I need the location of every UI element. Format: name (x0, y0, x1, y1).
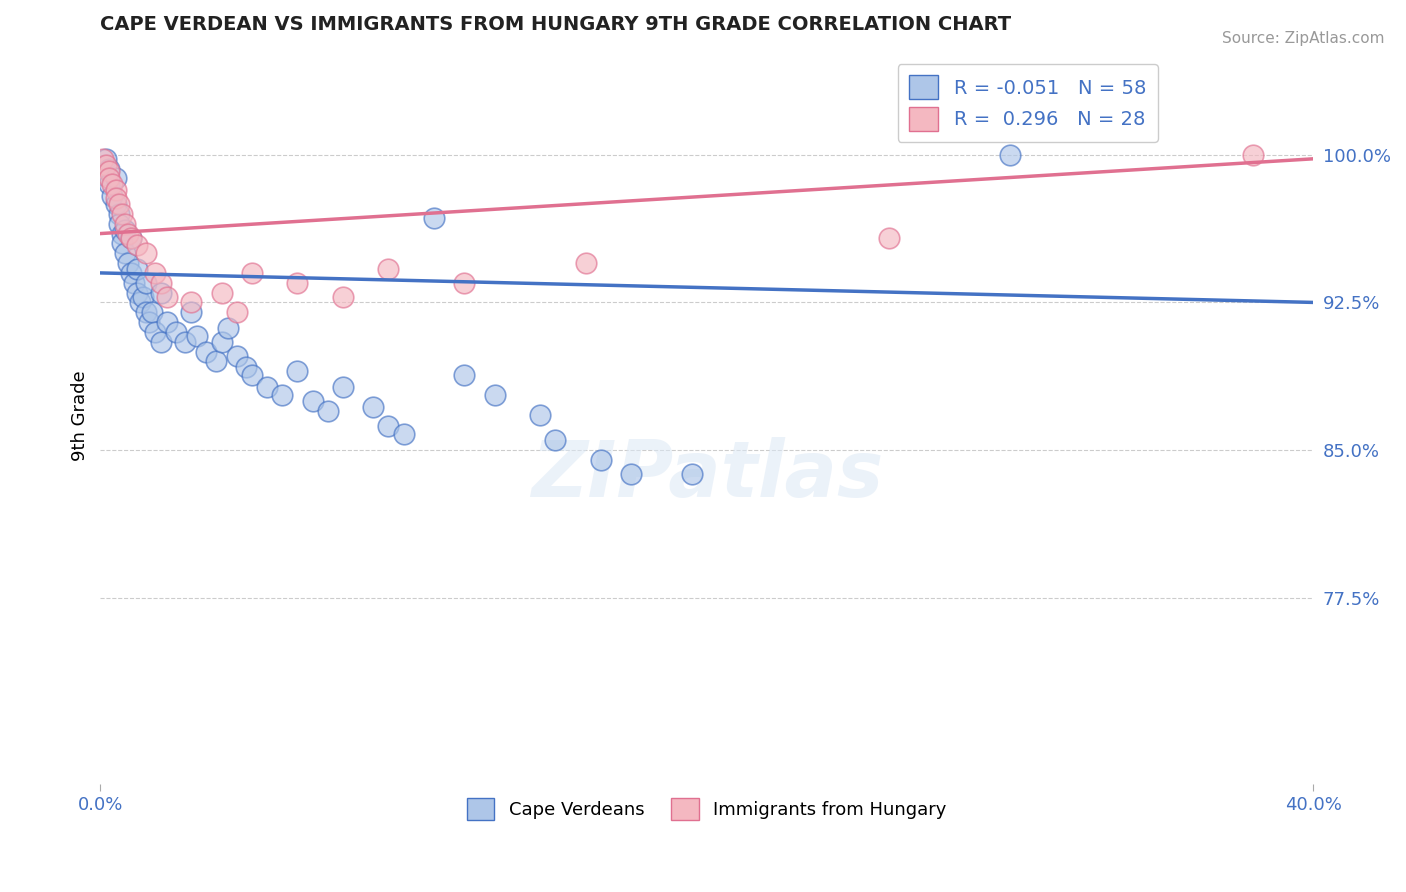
Point (101, 178, 124, 192)
Point (125, 238, 148, 252)
Point (110, 227, 132, 241)
Point (211, 285, 233, 300)
Point (256, 380, 278, 394)
Point (180, 305, 202, 319)
Point (240, 368, 263, 383)
Point (110, 236, 132, 251)
Point (110, 207, 132, 221)
Point (135, 276, 157, 290)
Point (120, 266, 142, 280)
Point (93, 168, 115, 182)
Point (104, 183, 127, 197)
Point (377, 419, 399, 434)
Point (316, 403, 339, 417)
Point (165, 325, 187, 339)
Point (143, 325, 166, 339)
Y-axis label: 9th Grade: 9th Grade (72, 370, 89, 461)
Point (287, 364, 309, 378)
Point (225, 305, 247, 319)
Point (156, 289, 179, 303)
Point (271, 388, 294, 402)
Point (114, 246, 136, 260)
Point (423, 211, 446, 225)
Point (332, 289, 354, 303)
Point (377, 262, 399, 277)
Point (114, 217, 136, 231)
Point (998, 148, 1021, 162)
Point (392, 427, 415, 442)
Point (143, 266, 166, 280)
Point (135, 246, 157, 260)
Point (544, 433, 567, 447)
Legend: Cape Verdeans, Immigrants from Hungary: Cape Verdeans, Immigrants from Hungary (460, 790, 953, 827)
Point (150, 285, 173, 300)
Point (96, 158, 118, 172)
Point (186, 329, 208, 343)
Point (120, 230, 142, 244)
Point (195, 344, 218, 359)
Point (120, 230, 142, 244)
Point (620, 467, 643, 481)
Point (529, 408, 551, 422)
Point (484, 388, 506, 402)
Point (681, 467, 703, 481)
Text: CAPE VERDEAN VS IMMIGRANTS FROM HUNGARY 9TH GRADE CORRELATION CHART: CAPE VERDEAN VS IMMIGRANTS FROM HUNGARY … (100, 15, 1011, 34)
Point (104, 171, 127, 186)
Point (107, 207, 129, 221)
Point (150, 334, 173, 349)
Text: ZIPatlas: ZIPatlas (530, 436, 883, 513)
Point (574, 256, 596, 270)
Point (301, 393, 323, 408)
Point (117, 227, 139, 241)
Point (180, 295, 202, 310)
Point (453, 276, 475, 290)
Point (150, 276, 173, 290)
Point (240, 266, 263, 280)
Point (141, 305, 163, 319)
Point (101, 189, 124, 203)
Text: Source: ZipAtlas.com: Source: ZipAtlas.com (1222, 31, 1385, 46)
Point (125, 285, 148, 300)
Point (98, 178, 121, 192)
Point (93, 152, 115, 166)
Point (225, 349, 247, 363)
Point (877, 230, 900, 244)
Point (174, 334, 197, 349)
Point (104, 197, 127, 211)
Point (114, 222, 136, 236)
Point (98, 161, 121, 176)
Point (128, 295, 150, 310)
Point (589, 452, 612, 467)
Point (96, 152, 118, 166)
Point (104, 191, 127, 205)
Point (107, 217, 129, 231)
Point (98, 163, 121, 178)
Point (117, 256, 139, 270)
Point (453, 368, 475, 383)
Point (332, 380, 354, 394)
Point (204, 354, 226, 368)
Point (125, 262, 148, 277)
Point (107, 197, 129, 211)
Point (98, 171, 121, 186)
Point (138, 315, 160, 329)
Point (122, 276, 145, 290)
Point (235, 360, 257, 375)
Point (287, 276, 309, 290)
Point (132, 289, 155, 303)
Point (217, 321, 239, 335)
Point (361, 400, 384, 414)
Point (156, 315, 179, 329)
Point (1241, 148, 1264, 162)
Point (211, 334, 233, 349)
Point (135, 305, 157, 319)
